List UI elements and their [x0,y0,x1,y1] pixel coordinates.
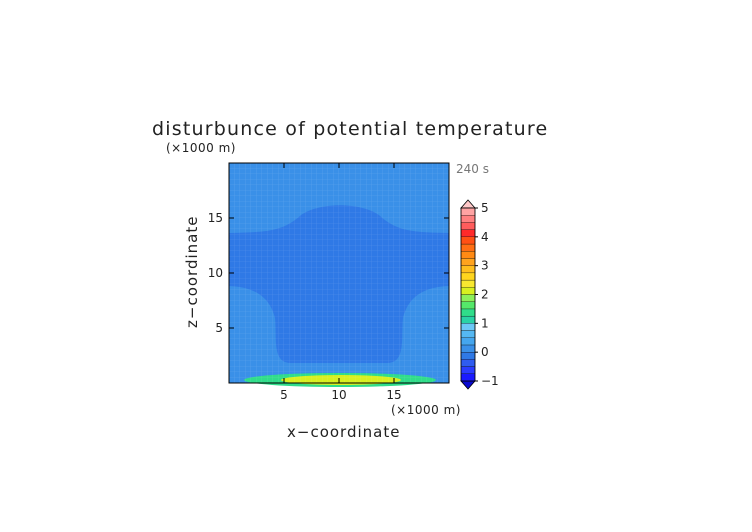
colorbar-swatch [460,294,476,302]
colorbar-label: 3 [481,259,489,273]
colorbar-swatch [460,337,476,346]
y-tick-label: 10 [208,266,223,280]
colorbar-swatch [460,215,476,223]
time-label: 240 s [456,162,489,176]
colorbar-swatch [460,258,476,266]
grid-overlay [229,163,449,383]
colorbar-swatch [460,229,476,237]
colorbar-swatch [460,366,476,374]
colorbar-under-arrow [460,380,476,390]
colorbar-swatch [460,251,476,259]
x-tick-label: 10 [331,388,346,402]
colorbar-label: 0 [481,345,489,359]
y-tick-label: 5 [215,321,223,335]
colorbar-label: 4 [481,230,489,244]
colorbar-label: 1 [481,316,489,330]
colorbar-swatch [460,265,476,274]
x-tick-label: 15 [386,388,401,402]
colorbar-swatch [460,301,476,310]
colorbar-swatch [460,207,476,216]
x-unit-label: (×1000 m) [391,403,461,417]
colorbar-swatch [460,315,476,324]
colorbar-swatch [460,279,476,288]
colorbar-swatch [460,308,476,317]
y-axis-label: z−coordinate [183,216,201,328]
chart-title: disturbunce of potential temperature [152,118,548,140]
colorbar-swatch [460,330,476,338]
colorbar-swatch [460,323,476,331]
colorbar-swatch [460,359,476,367]
colorbar-swatch [460,373,476,382]
colorbar-swatch [460,272,476,281]
plot-area [228,162,450,387]
x-axis-ticks: 5 10 15 [280,163,402,402]
colorbar-swatch [460,236,476,245]
x-tick-label: 5 [280,388,288,402]
colorbar-label: −1 [481,374,499,388]
colorbar-swatch [460,222,476,230]
y-unit-label: (×1000 m) [166,141,236,155]
colorbar-swatch [460,344,476,353]
colorbar-label: 2 [481,288,489,302]
colorbar-swatch [460,287,476,295]
colorbar: −1 0 1 2 3 4 5 [460,199,499,390]
colorbar-swatch [460,243,476,252]
colorbar-label: 5 [481,201,489,215]
colorbar-swatch [460,352,476,360]
y-tick-label: 15 [208,211,223,225]
y-axis-ticks: 5 10 15 [208,211,449,335]
x-axis-label: x−coordinate [287,423,400,441]
colorbar-over-arrow [460,199,476,209]
